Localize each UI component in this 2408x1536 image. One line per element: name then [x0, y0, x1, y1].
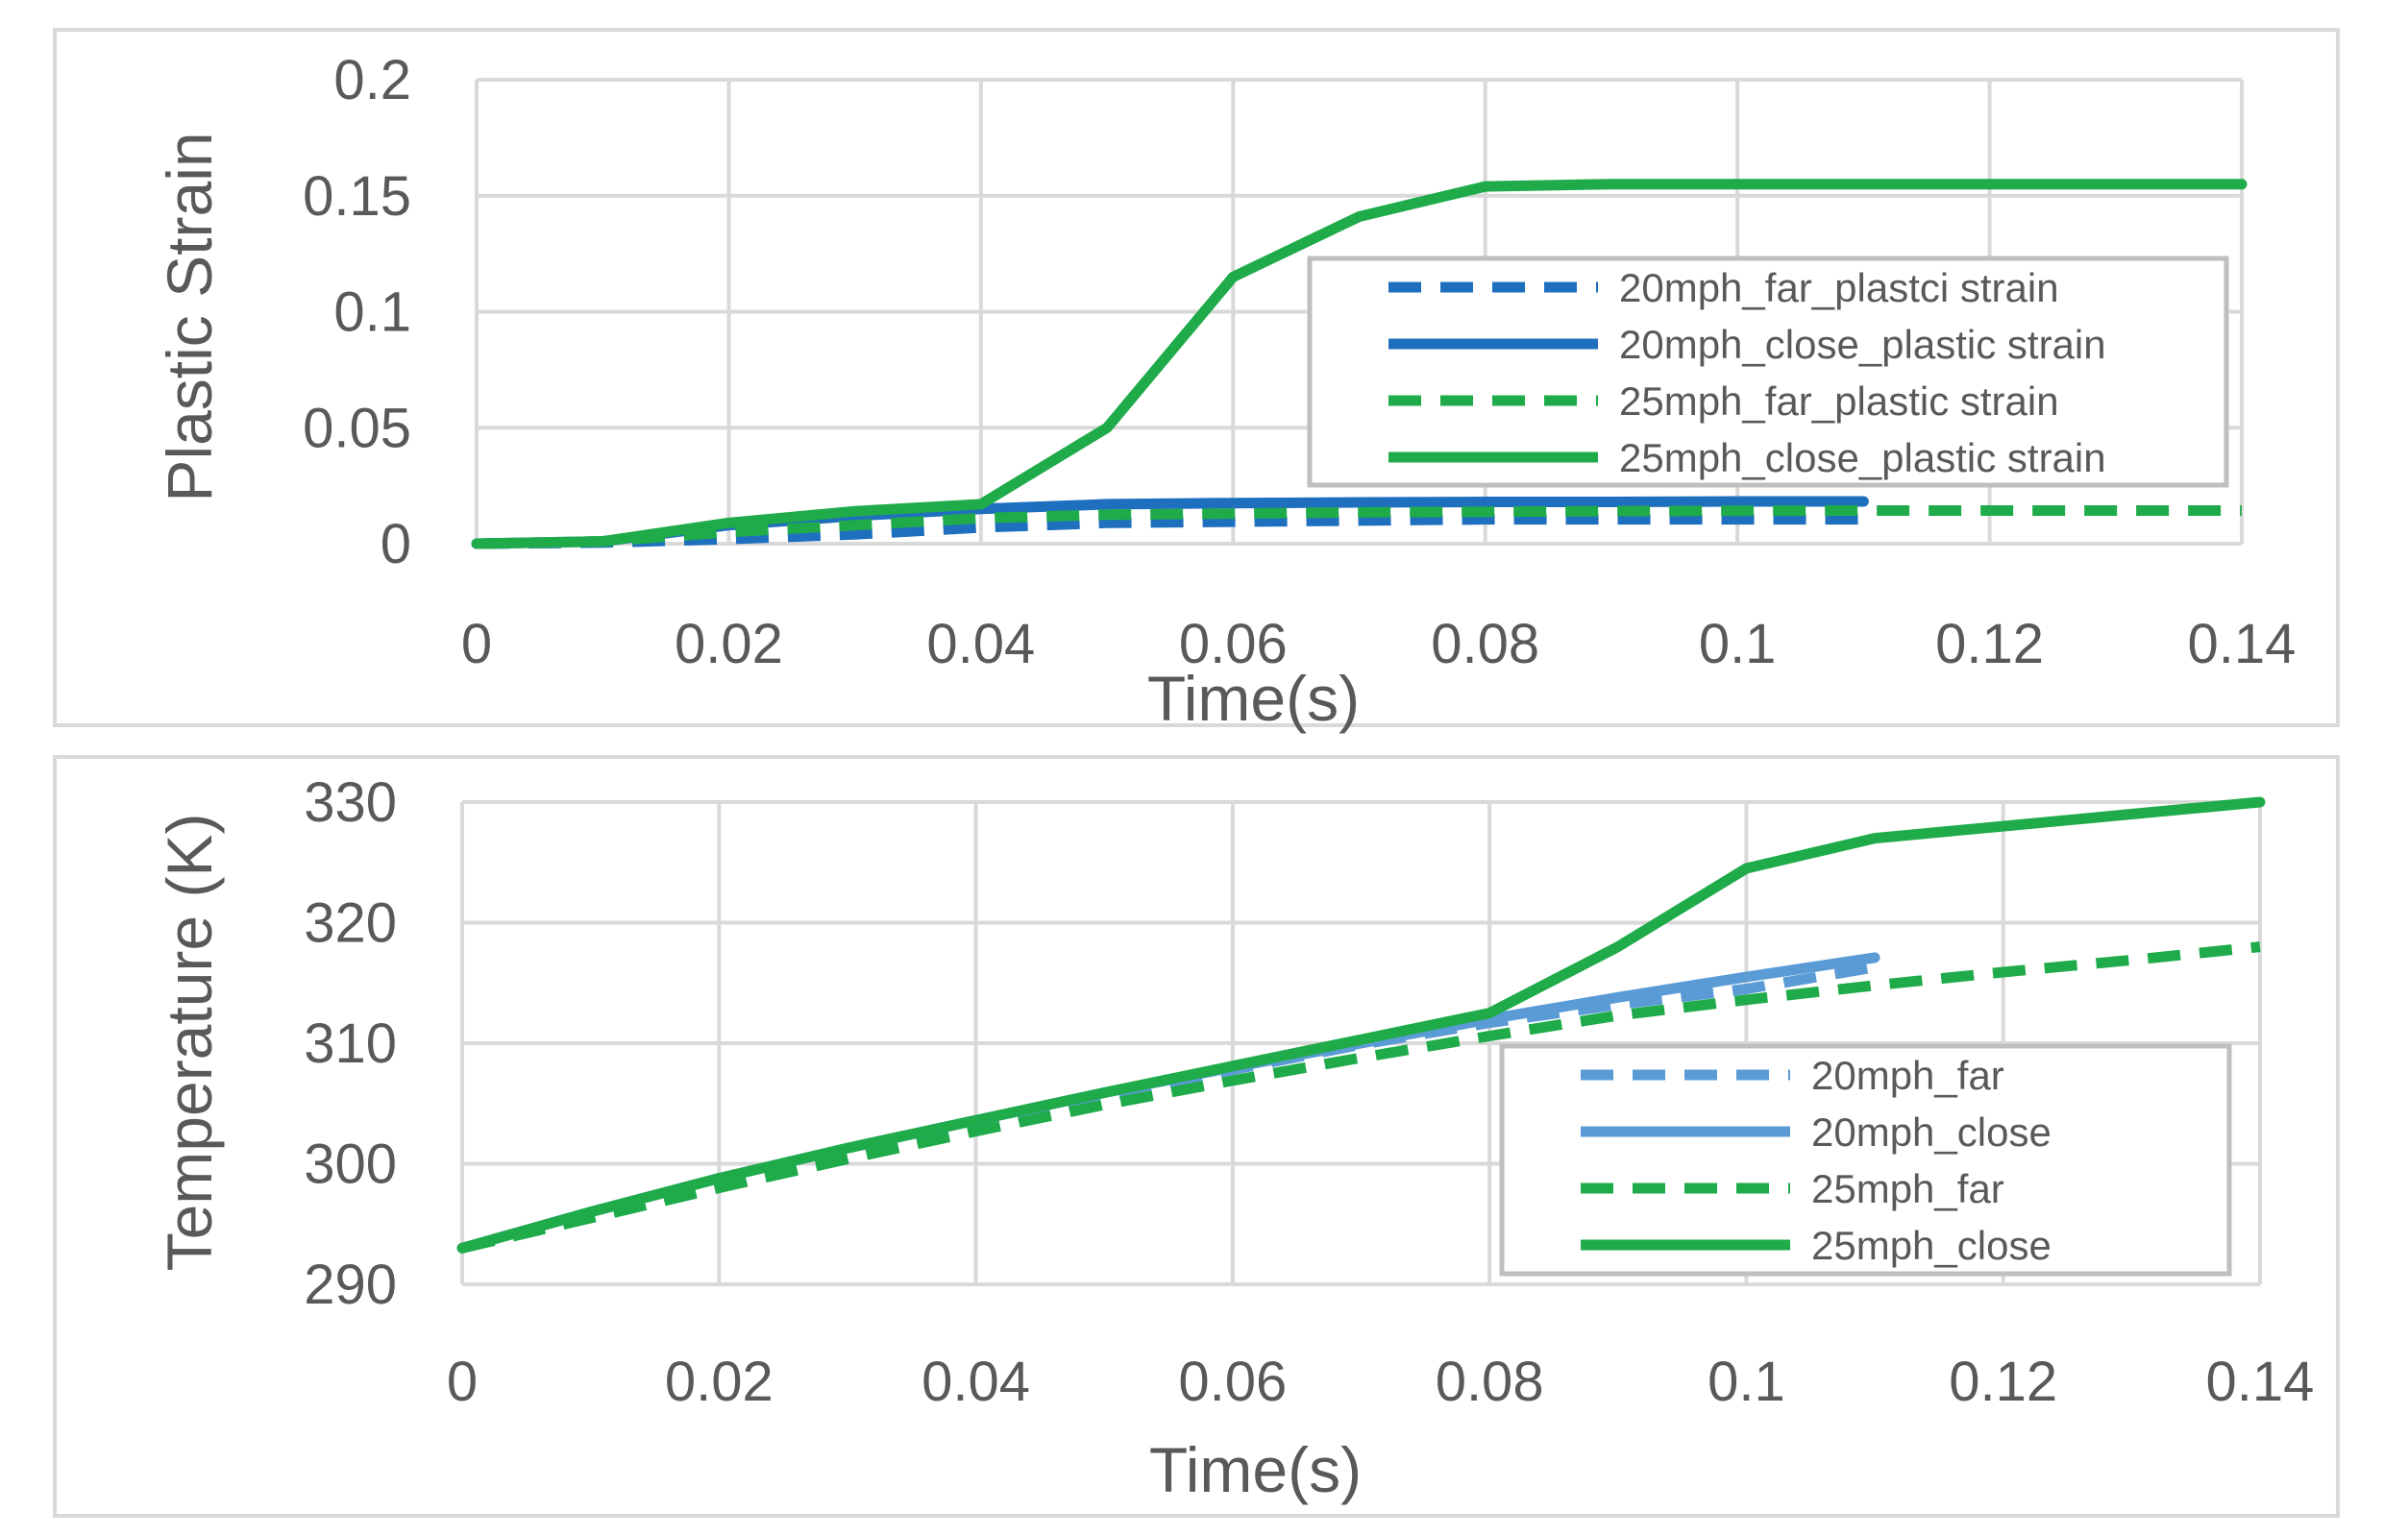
x-tick-label: 0.1 — [1708, 1351, 1785, 1413]
y-tick-label: 300 — [304, 1134, 397, 1196]
legend-label-20mph-far: 20mph_far — [1811, 1053, 2004, 1098]
x-tick-label: 0 — [447, 1351, 478, 1413]
y-tick-label: 290 — [304, 1254, 397, 1316]
y-tick-label: 0.05 — [303, 397, 411, 459]
temperature-chart: 0 0.02 0.04 0.06 0.08 0.1 0.12 0.14 290 300 310 320… — [53, 755, 2340, 1518]
y-tick-label: 330 — [304, 771, 397, 834]
x-tick-label: 0 — [461, 613, 492, 675]
x-tick-label: 0.02 — [675, 613, 783, 675]
series-line-25mph-far-plastic-strain — [476, 505, 2242, 549]
x-tick-label: 0.02 — [665, 1351, 774, 1413]
series-line-25mph-far — [460, 941, 2261, 1254]
y-axis-title: Temperature (K) — [154, 814, 225, 1272]
x-axis-title: Time(s) — [1147, 663, 1360, 734]
legend-label-20mph-close-plastic-strain: 20mph_close_plastic strain — [1619, 322, 2106, 367]
x-tick-label: 0.08 — [1436, 1351, 1544, 1413]
legend-label-20mph-far-plastci-strain: 20mph_far_plastci strain — [1619, 265, 2059, 310]
x-tick-label: 0.04 — [926, 613, 1035, 675]
y-tick-label: 0.2 — [333, 49, 411, 111]
legend-label-25mph-close: 25mph_close — [1811, 1223, 2052, 1268]
x-tick-label: 0.14 — [2206, 1351, 2315, 1413]
x-tick-label: 0.12 — [1935, 613, 2044, 675]
y-tick-label: 320 — [304, 892, 397, 955]
y-axis-title: Plastic Strain — [154, 132, 225, 501]
legend-box — [1307, 256, 2229, 488]
x-tick-label: 0.1 — [1699, 613, 1777, 675]
x-tick-label: 0.06 — [1178, 1351, 1287, 1413]
series-line-25mph-close — [456, 796, 2266, 1254]
y-tick-label: 0 — [381, 513, 411, 575]
legend-label-25mph-close-plastic-strain: 25mph_close_plastic strain — [1619, 435, 2106, 480]
series-line-20mph-far-plastci-strain — [476, 514, 1864, 549]
y-tick-label: 0.1 — [333, 281, 411, 344]
x-tick-label: 0.04 — [921, 1351, 1030, 1413]
x-tick-label: 0.08 — [1431, 613, 1539, 675]
x-axis-title: Time(s) — [1149, 1434, 1362, 1505]
y-tick-label: 0.15 — [303, 165, 411, 228]
series-line-20mph-far — [460, 962, 1877, 1254]
legend-label-25mph-far-plastic-strain: 25mph_far_plastic strain — [1619, 378, 2059, 424]
x-tick-label: 0.12 — [1949, 1351, 2057, 1413]
x-tick-label: 0.14 — [2188, 613, 2297, 675]
legend-label-25mph-far: 25mph_far — [1811, 1166, 2004, 1211]
x-tick-label: 0.06 — [1179, 613, 1288, 675]
legend-box — [1499, 1043, 2232, 1277]
legend-label-20mph-close: 20mph_close — [1811, 1109, 2052, 1155]
plastic-strain-chart: 0 0.02 0.04 0.06 0.08 0.1 0.12 0.14 0 0.05 0.1 0.15… — [53, 28, 2340, 734]
y-tick-label: 310 — [304, 1012, 397, 1075]
series-line-25mph-close-plastic-strain — [471, 179, 2248, 549]
